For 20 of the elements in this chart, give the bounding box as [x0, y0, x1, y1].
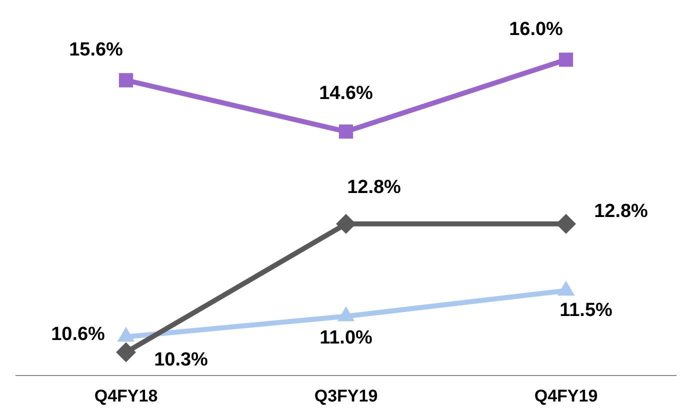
point [117, 326, 135, 342]
point [336, 214, 356, 234]
data-label: 12.8% [594, 201, 648, 222]
x-tick-label: Q3FY19 [314, 386, 378, 406]
data-label: 11.0% [320, 328, 373, 349]
point [557, 280, 575, 296]
point [338, 124, 354, 139]
data-label: 14.6% [319, 82, 374, 104]
data-label: 11.5% [560, 300, 613, 321]
data-label: 10.6% [51, 324, 106, 346]
x-tick-label: Q4FY19 [534, 386, 598, 406]
data-label: 16.0% [509, 18, 564, 40]
point [118, 73, 134, 88]
point [558, 52, 574, 67]
data-label: 10.3% [154, 349, 208, 370]
data-label: 15.6% [69, 39, 124, 60]
data-label: 12.8% [347, 177, 402, 198]
x-tick-label: Q4FY18 [94, 386, 158, 406]
point [337, 306, 355, 322]
point [556, 214, 576, 234]
